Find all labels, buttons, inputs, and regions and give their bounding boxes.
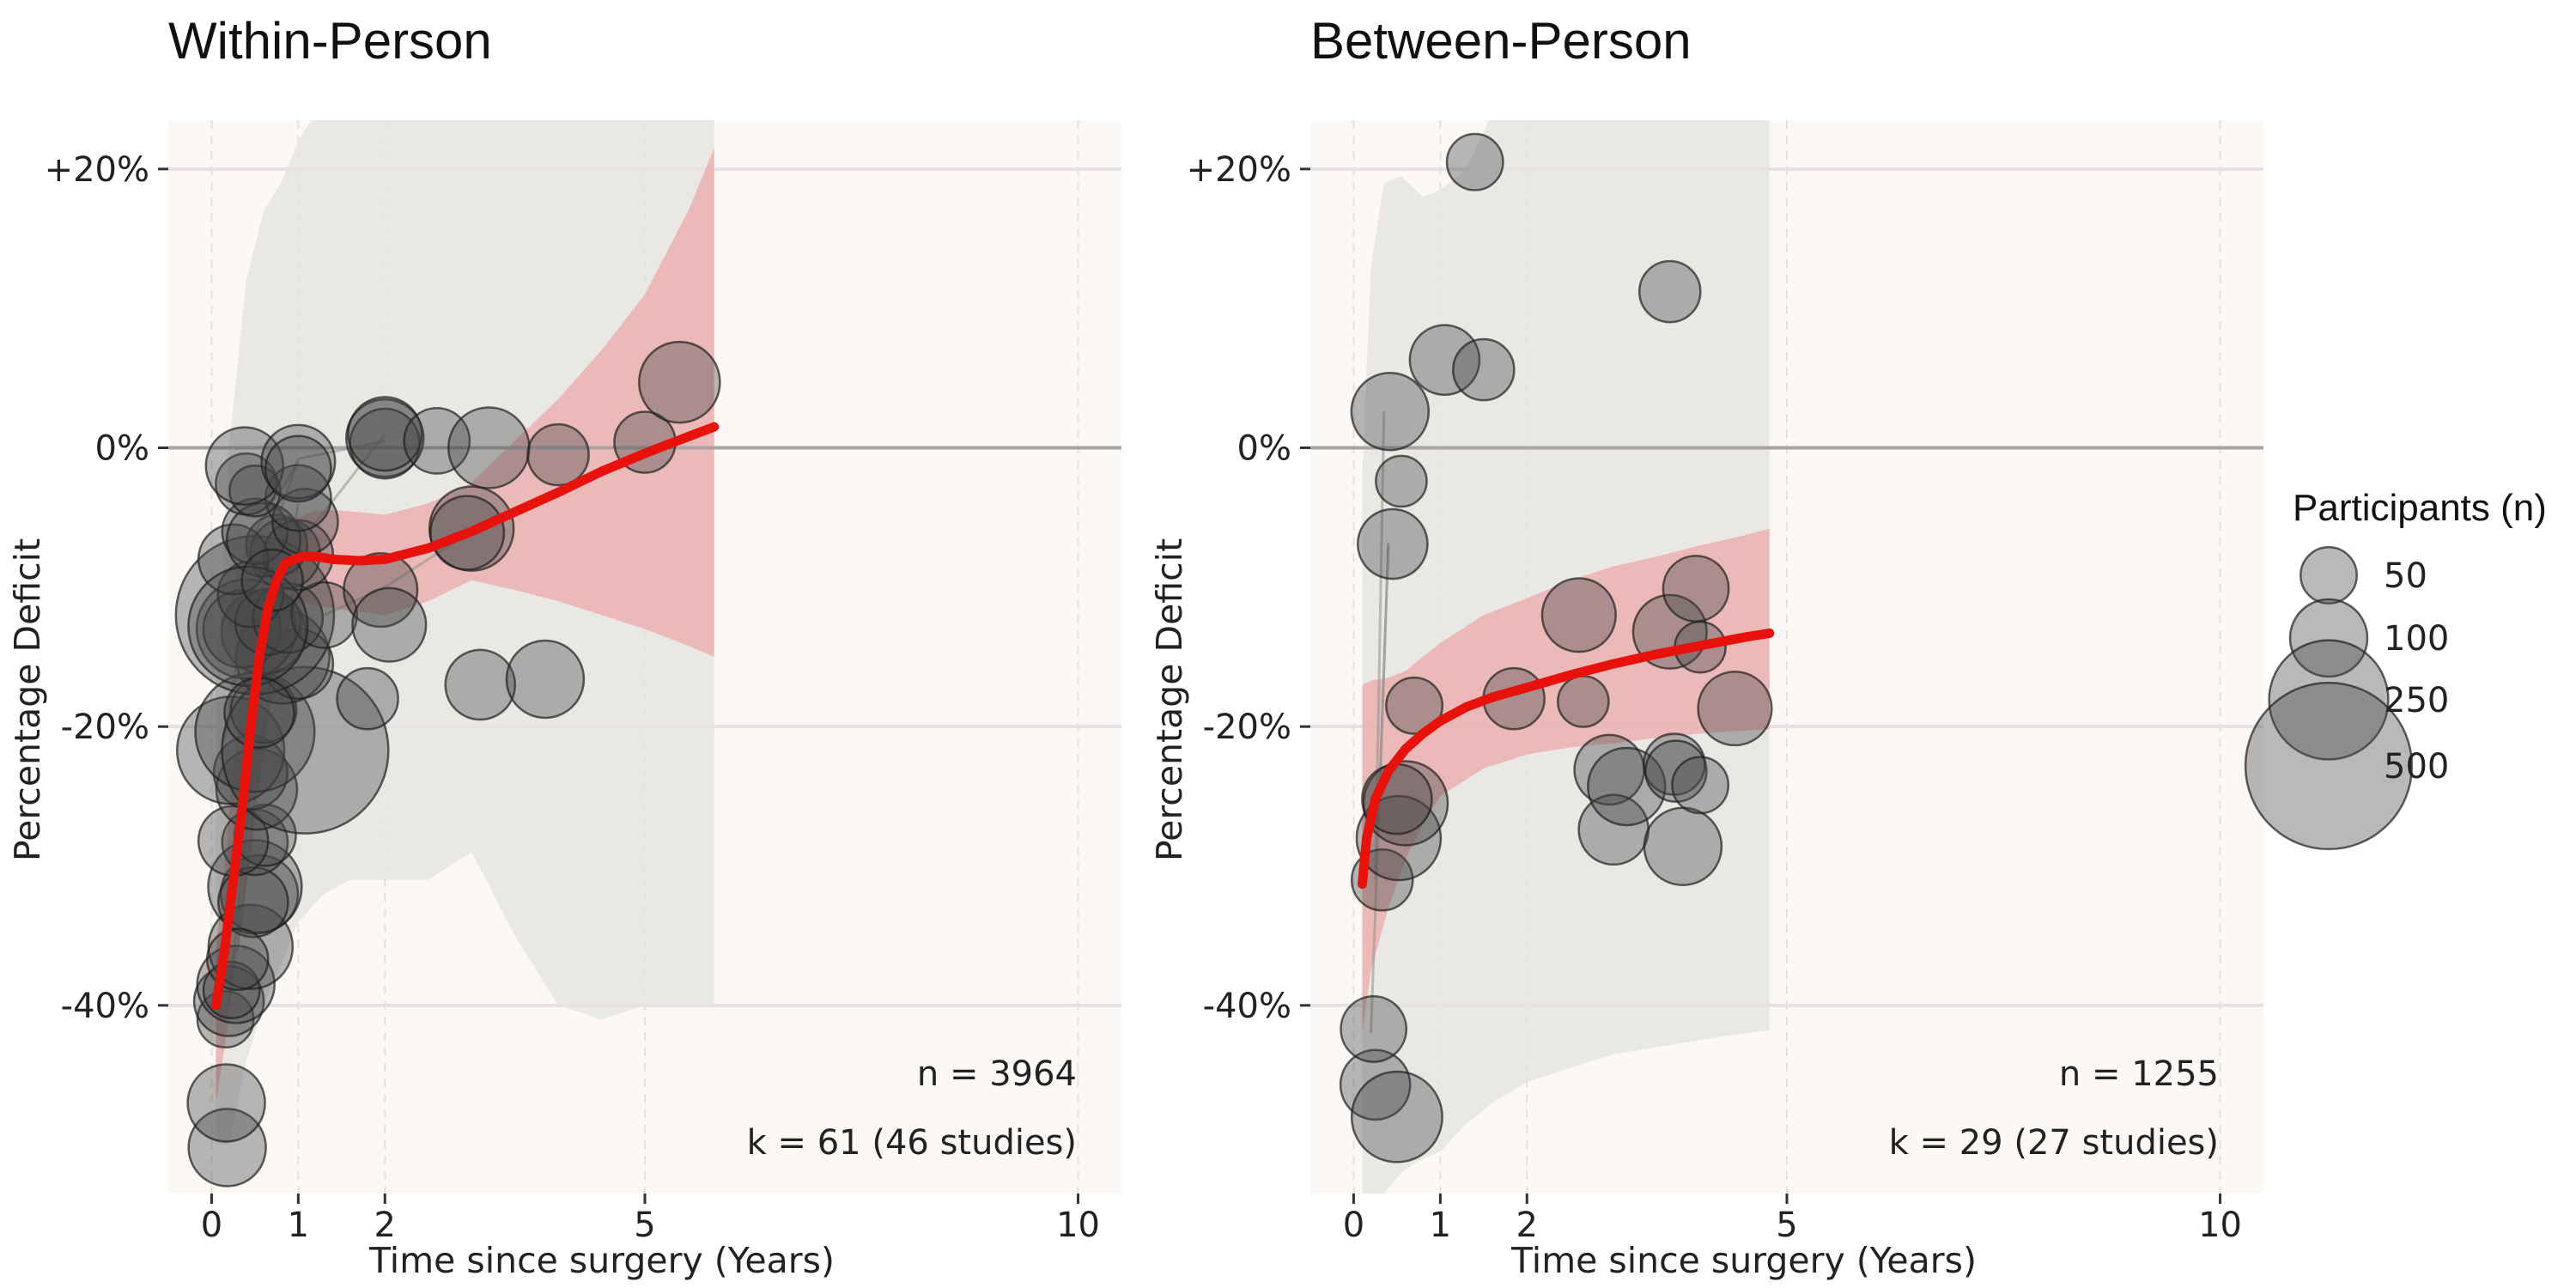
data-point	[1408, 324, 1481, 397]
study-connector-line	[323, 530, 473, 617]
data-point	[351, 586, 428, 663]
y-tick-label: -20%	[1203, 708, 1291, 747]
fit-line	[211, 422, 720, 1011]
data-point	[1637, 259, 1702, 324]
data-point	[526, 422, 590, 487]
y-tick-label: +20%	[45, 150, 149, 190]
data-point	[264, 434, 332, 503]
plot-area	[1310, 120, 2263, 1194]
data-point	[1357, 507, 1429, 580]
confidence-band	[216, 148, 714, 1103]
data-point	[225, 501, 302, 578]
sample-size-annotation: n = 3964	[917, 1054, 1077, 1094]
data-point	[1355, 794, 1443, 882]
data-point	[215, 747, 299, 831]
data-point	[1375, 454, 1428, 508]
data-point	[345, 398, 425, 478]
data-point	[1671, 756, 1730, 815]
data-point	[260, 423, 337, 500]
x-tick-label: 1	[1430, 1206, 1451, 1245]
y-axis-label: Percentage Deficit	[7, 538, 48, 861]
data-point	[186, 1063, 266, 1143]
y-axis-label: Percentage Deficit	[1149, 538, 1190, 861]
data-point	[1662, 555, 1730, 623]
data-point	[221, 665, 390, 835]
x-tick-label: 5	[634, 1206, 655, 1245]
panel-within-person: 0 1 2 5 10 +20% 0% -20% -40% Time since surgery (…	[7, 12, 1121, 1281]
y-tick-label: 0%	[1237, 428, 1291, 468]
data-point	[1350, 1070, 1443, 1163]
y-tick-label: -40%	[61, 987, 149, 1026]
study-connector-line	[1378, 542, 1390, 797]
x-axis-label: Time since surgery (Years)	[368, 1240, 835, 1281]
legend-size-marker	[2300, 546, 2358, 605]
data-point	[1445, 132, 1504, 191]
data-point	[1697, 670, 1773, 747]
y-tick-label: +20%	[1187, 150, 1291, 190]
study-count-annotation: k = 61 (46 studies)	[747, 1123, 1077, 1163]
data-point	[403, 406, 471, 475]
data-point	[192, 965, 265, 1037]
data-point	[347, 396, 423, 472]
x-tick-label: 1	[288, 1206, 309, 1245]
y-tick-label: -40%	[1203, 987, 1291, 1026]
data-point	[1643, 806, 1723, 887]
data-point	[187, 565, 309, 687]
data-point	[176, 696, 286, 805]
data-point	[1557, 675, 1610, 728]
study-connector-line	[240, 433, 386, 880]
x-tick-label: 10	[1056, 1206, 1100, 1245]
y-tick-label: -20%	[61, 708, 149, 747]
fit-line	[1358, 628, 1775, 890]
data-point	[1339, 1048, 1412, 1121]
x-tick-label: 2	[374, 1206, 396, 1245]
x-tick-label: 10	[2198, 1206, 2242, 1245]
data-point	[1385, 676, 1444, 735]
x-tick-label: 5	[1776, 1206, 1797, 1245]
study-count-annotation: k = 29 (27 studies)	[1889, 1123, 2219, 1163]
plot-area	[168, 120, 1121, 1188]
legend-size-marker	[2268, 639, 2390, 761]
data-point	[444, 648, 517, 721]
y-tick-label: 0%	[95, 428, 149, 468]
x-axis-label: Time since surgery (Years)	[1510, 1240, 1977, 1281]
panel-title: Within-Person	[168, 12, 492, 70]
data-point	[505, 639, 586, 720]
data-point	[638, 340, 721, 424]
legend-title: Participants (n)	[2293, 487, 2547, 529]
data-point	[447, 406, 531, 489]
data-point	[336, 666, 399, 731]
legend-entry-label: 500	[2384, 747, 2449, 787]
legend-entry-label: 50	[2384, 556, 2427, 596]
sample-size-annotation: n = 1255	[2059, 1054, 2219, 1094]
data-point	[1540, 577, 1617, 653]
panel-title: Between-Person	[1310, 12, 1692, 70]
x-tick-label: 2	[1516, 1206, 1538, 1245]
data-point	[1340, 995, 1408, 1063]
legend-size-marker	[2288, 598, 2369, 678]
x-tick-label: 0	[201, 1206, 222, 1245]
data-point	[187, 1108, 267, 1188]
legend-size-marker	[2244, 681, 2414, 851]
x-tick-label: 0	[1343, 1206, 1364, 1245]
data-point	[1452, 337, 1516, 402]
panel-between-person: 0 1 2 5 10 +20% 0% -20% -40% Time since surgery (…	[1149, 12, 2263, 1281]
data-point	[1350, 372, 1431, 452]
legend-entry-label: 100	[2384, 619, 2449, 659]
